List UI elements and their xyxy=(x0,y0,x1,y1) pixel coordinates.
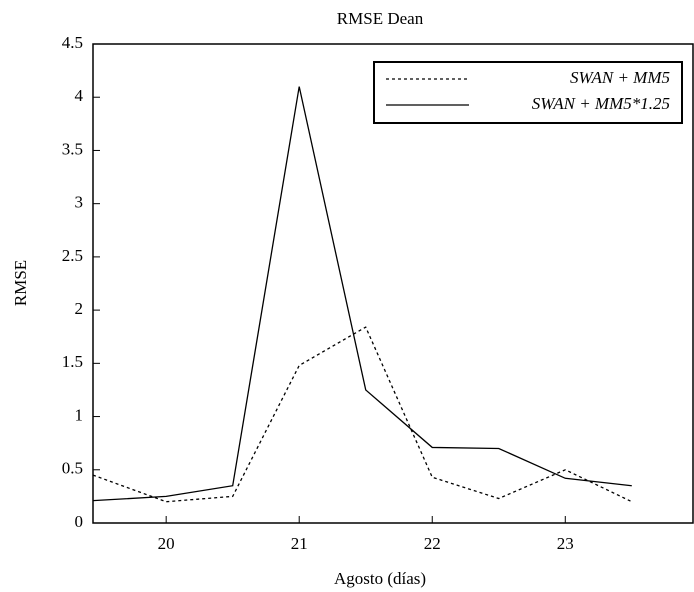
x-tick-label: 22 xyxy=(424,534,441,553)
y-tick-label: 0 xyxy=(75,512,84,531)
plot-frame xyxy=(92,43,694,524)
y-tick-label: 0.5 xyxy=(62,459,83,478)
y-tick-label: 2.5 xyxy=(62,246,83,265)
y-tick-label: 3.5 xyxy=(62,139,83,158)
x-tick-label: 20 xyxy=(158,534,175,553)
legend-box xyxy=(373,61,683,124)
chart-title: RMSE Dean xyxy=(337,9,424,28)
legend-label: SWAN + MM5*1.25 xyxy=(532,94,670,113)
y-tick-label: 2 xyxy=(75,299,84,318)
legend-label: SWAN + MM5 xyxy=(570,68,670,87)
y-tick-label: 3 xyxy=(75,193,84,212)
y-tick-label: 4 xyxy=(75,86,84,105)
series-line xyxy=(92,326,633,503)
y-tick-label: 1.5 xyxy=(62,352,83,371)
x-tick-label: 21 xyxy=(291,534,308,553)
y-tick-label: 1 xyxy=(75,405,84,424)
x-axis-label: Agosto (días) xyxy=(334,569,426,588)
y-axis-label: RMSE xyxy=(11,260,30,306)
series-line xyxy=(92,86,632,502)
x-tick-label: 23 xyxy=(557,534,574,553)
y-tick-label: 4.5 xyxy=(62,33,83,52)
